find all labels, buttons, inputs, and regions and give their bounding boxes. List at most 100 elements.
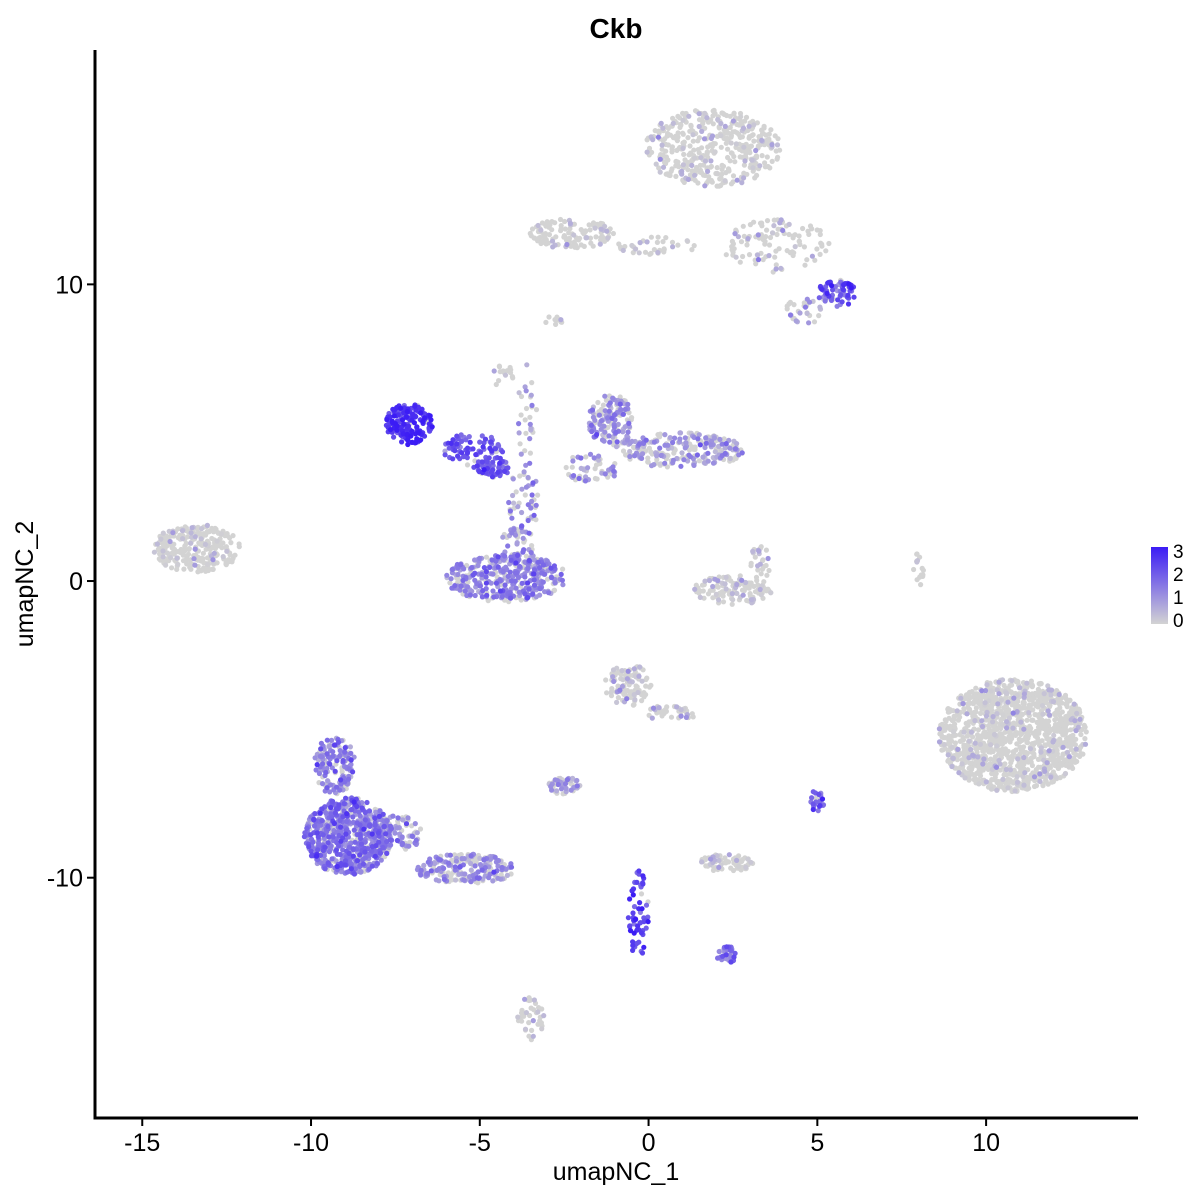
cell-point <box>390 813 396 819</box>
cell-point <box>657 445 663 451</box>
cell-point <box>657 461 664 467</box>
cell-point <box>657 169 663 175</box>
cell-point <box>1068 727 1074 733</box>
cell-point <box>755 143 762 149</box>
cell-point <box>697 169 703 175</box>
cell-point <box>710 460 717 466</box>
cell-point <box>585 465 591 471</box>
cell-point <box>704 115 710 121</box>
cell-point <box>727 445 733 451</box>
cell-point <box>691 147 697 153</box>
cell-point <box>748 859 754 865</box>
cell-point <box>1009 757 1015 763</box>
cell-point <box>802 304 809 310</box>
cell-point <box>947 708 953 715</box>
cell-point <box>1020 774 1026 780</box>
cell-point <box>602 393 608 399</box>
cell-point <box>800 225 806 232</box>
cell-point <box>775 154 781 160</box>
cell-point <box>762 164 769 170</box>
cell-point <box>211 550 217 556</box>
cell-point <box>1071 701 1077 707</box>
cell-point <box>1054 688 1060 694</box>
cell-point <box>334 758 340 764</box>
cell-point <box>778 217 784 223</box>
cell-point <box>320 761 326 767</box>
cell-point <box>648 234 655 240</box>
cell-point <box>472 557 478 563</box>
cell-point <box>366 822 372 829</box>
cell-point <box>626 420 632 426</box>
cell-point <box>723 140 729 146</box>
cell-point <box>1015 756 1021 762</box>
cell-point <box>535 492 541 498</box>
cell-point <box>524 362 530 368</box>
cell-point <box>535 1009 541 1015</box>
cell-point <box>972 740 978 746</box>
cell-point <box>658 452 664 459</box>
cell-point <box>639 455 645 461</box>
cell-point <box>525 474 531 481</box>
cell-point <box>745 585 751 591</box>
cell-point <box>681 457 687 463</box>
cell-point <box>1051 732 1057 739</box>
cell-point <box>504 872 510 879</box>
cell-point <box>1082 736 1088 742</box>
cell-point <box>588 422 595 428</box>
cell-point <box>1015 679 1021 685</box>
cell-point <box>174 555 180 561</box>
cell-point <box>710 583 716 590</box>
cell-point <box>598 235 604 241</box>
cell-point <box>646 145 653 151</box>
cell-point <box>762 160 768 166</box>
cell-point <box>753 147 759 154</box>
cell-point <box>434 867 440 873</box>
cell-point <box>582 478 589 484</box>
cell-point <box>975 727 982 733</box>
cell-point <box>728 134 734 140</box>
cell-point <box>502 553 508 559</box>
cell-point <box>175 561 181 567</box>
cell-point <box>200 550 206 556</box>
cell-point <box>697 594 703 601</box>
cell-point <box>538 1020 545 1026</box>
cell-point <box>392 830 398 836</box>
cell-point <box>954 708 960 714</box>
cell-point <box>722 855 728 861</box>
cell-point <box>1030 717 1036 723</box>
cell-point <box>591 455 597 461</box>
cell-point <box>736 863 742 870</box>
cell-point <box>311 823 318 829</box>
cell-point <box>1021 691 1027 697</box>
cell-point <box>610 674 616 680</box>
cell-point <box>523 388 529 394</box>
cell-point <box>704 151 710 157</box>
cell-point <box>764 572 770 578</box>
cell-point <box>528 550 534 556</box>
cell-point <box>1044 736 1050 742</box>
cell-point <box>546 232 553 238</box>
cell-point <box>631 444 637 450</box>
cell-point <box>518 412 524 418</box>
cell-point <box>613 444 620 450</box>
cell-point <box>740 253 746 260</box>
cell-point <box>493 381 499 388</box>
cell-point <box>816 313 822 319</box>
cell-point <box>750 165 756 171</box>
cell-point <box>1028 725 1034 731</box>
cell-point <box>369 863 375 869</box>
cell-point <box>1039 703 1046 709</box>
cell-point <box>729 601 735 607</box>
cell-point <box>747 591 753 597</box>
cell-point <box>313 767 319 773</box>
cell-point <box>625 401 631 407</box>
cell-point <box>604 690 610 696</box>
cell-point <box>978 710 984 717</box>
cell-point <box>529 1027 535 1033</box>
cell-point <box>1014 774 1020 780</box>
cell-point <box>703 435 709 441</box>
cell-point <box>1037 778 1043 785</box>
cell-point <box>546 314 552 320</box>
cell-point <box>660 164 667 170</box>
cell-point <box>340 757 346 764</box>
